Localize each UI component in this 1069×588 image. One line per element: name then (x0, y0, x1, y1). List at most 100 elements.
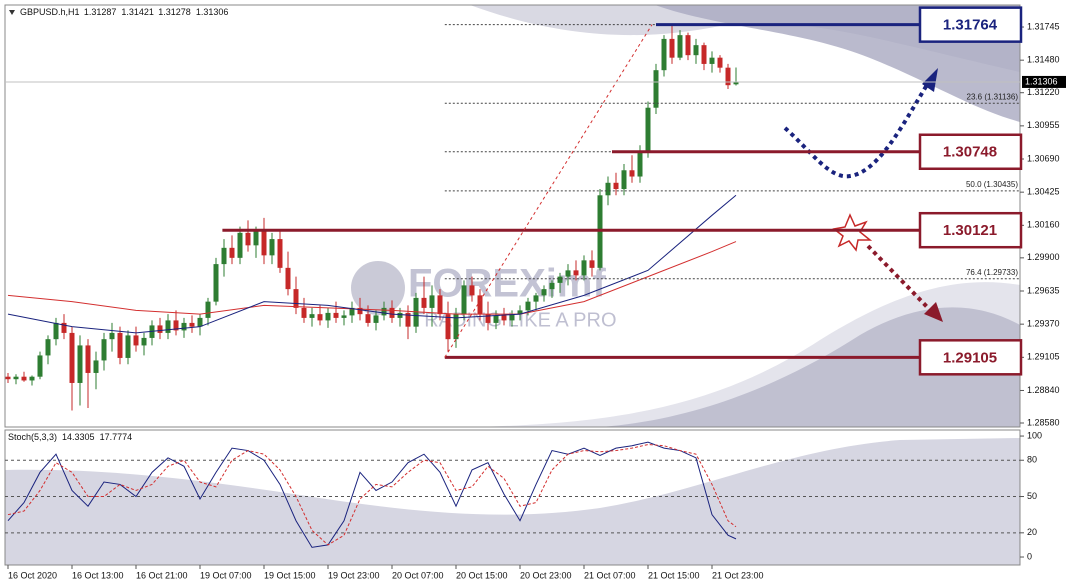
candle-body (117, 332, 123, 358)
x-tick-label: 19 Oct 15:00 (264, 570, 316, 580)
candle-body (269, 239, 275, 256)
band (600, 307, 1020, 427)
panel-title: GBPUSD.h,H1 (20, 7, 80, 17)
candle-body (397, 312, 403, 318)
candle-body (533, 295, 539, 302)
candle-body (469, 285, 475, 296)
header-value: 14.3305 (62, 432, 95, 442)
y-tick-label: 80 (1027, 455, 1037, 465)
moving-average (7, 194, 737, 334)
logo (351, 261, 405, 315)
candle-body (13, 376, 19, 380)
candle-body (573, 270, 579, 276)
moving-average (7, 241, 737, 315)
candle-body (685, 35, 691, 56)
y-tick-label: 1.30160 (1027, 220, 1060, 230)
y-tick-label: 1.29370 (1027, 319, 1060, 329)
candle-body (125, 335, 131, 358)
candle-body (565, 270, 571, 277)
candle-body (85, 345, 91, 373)
candle-body (229, 247, 235, 258)
candle-body (309, 314, 315, 318)
candle-body (77, 345, 83, 383)
candle-body (717, 57, 723, 68)
y-tick-label: 1.29635 (1027, 285, 1060, 295)
y-tick-label: 1.30955 (1027, 120, 1060, 130)
candle-body (373, 315, 379, 323)
candle-body (133, 335, 139, 346)
candle-body (333, 312, 339, 318)
candle-body (653, 70, 659, 108)
x-tick-label: 16 Oct 2020 (8, 570, 57, 580)
x-tick-label: 16 Oct 13:00 (72, 570, 124, 580)
y-tick-label: 0 (1027, 551, 1032, 561)
stoch-line (7, 444, 737, 546)
candle-body (277, 239, 283, 268)
y-tick-label: 1.30425 (1027, 187, 1060, 197)
candle-body (293, 289, 299, 308)
y-tick-label: 1.28580 (1027, 417, 1060, 427)
candle-body (253, 230, 259, 246)
candle-body (141, 337, 147, 346)
candle-body (221, 247, 227, 265)
candle-body (677, 35, 683, 58)
candle-body (181, 322, 187, 331)
candle-body (621, 170, 627, 190)
candle-body (69, 332, 75, 383)
y-tick-label: 1.29900 (1027, 252, 1060, 262)
level-label: 1.31764 (943, 17, 998, 34)
candle-body (421, 297, 427, 308)
y-tick-label: 1.30690 (1027, 153, 1060, 163)
candles (5, 24, 739, 411)
x-tick-label: 20 Oct 23:00 (520, 570, 572, 580)
arrow-head (924, 302, 943, 322)
candle-body (109, 332, 115, 340)
fib-trendline (444, 24, 653, 358)
candle-body (205, 301, 211, 318)
candle-body (541, 289, 547, 296)
candle-body (285, 267, 291, 290)
level-label: 1.30121 (943, 222, 997, 239)
candle-body (165, 320, 171, 333)
candle-body (301, 307, 307, 318)
x-tick-label: 20 Oct 07:00 (392, 570, 444, 580)
candle-body (381, 307, 387, 316)
candle-body (5, 376, 11, 380)
candle-body (157, 325, 163, 333)
x-tick-label: 21 Oct 23:00 (712, 570, 764, 580)
candle-body (365, 314, 371, 323)
candle-body (173, 320, 179, 331)
candle-body (189, 322, 195, 327)
candle-body (317, 314, 323, 321)
y-tick-label: 1.28840 (1027, 385, 1060, 395)
candle-body (29, 376, 35, 381)
candle-body (445, 314, 451, 340)
x-tick-label: 21 Oct 15:00 (648, 570, 700, 580)
candle-body (389, 307, 395, 318)
candle-body (701, 45, 707, 64)
candle-body (549, 282, 555, 290)
stoch-panel-border (4, 429, 1021, 566)
candle-body (693, 45, 699, 56)
candle-body (629, 170, 635, 177)
candle-body (237, 232, 243, 258)
candle-body (485, 314, 491, 323)
header-value: 1.31278 (158, 7, 191, 17)
x-tick-label: 19 Oct 23:00 (328, 570, 380, 580)
candle-body (45, 339, 51, 356)
last-price-label: 1.31306 (1025, 76, 1058, 86)
candle-body (709, 57, 715, 64)
level-box (918, 6, 1023, 43)
candle-body (53, 322, 59, 340)
header-value: 1.31287 (84, 7, 117, 17)
y-tick-label: 100 (1027, 430, 1042, 440)
y-tick-label: 1.31480 (1027, 55, 1060, 65)
candle-body (437, 295, 443, 315)
candle-body (477, 295, 483, 315)
candle-body (93, 360, 99, 373)
candle-body (37, 355, 43, 377)
candle-body (637, 151, 643, 177)
candle-body (525, 301, 531, 311)
candle-body (501, 315, 507, 321)
